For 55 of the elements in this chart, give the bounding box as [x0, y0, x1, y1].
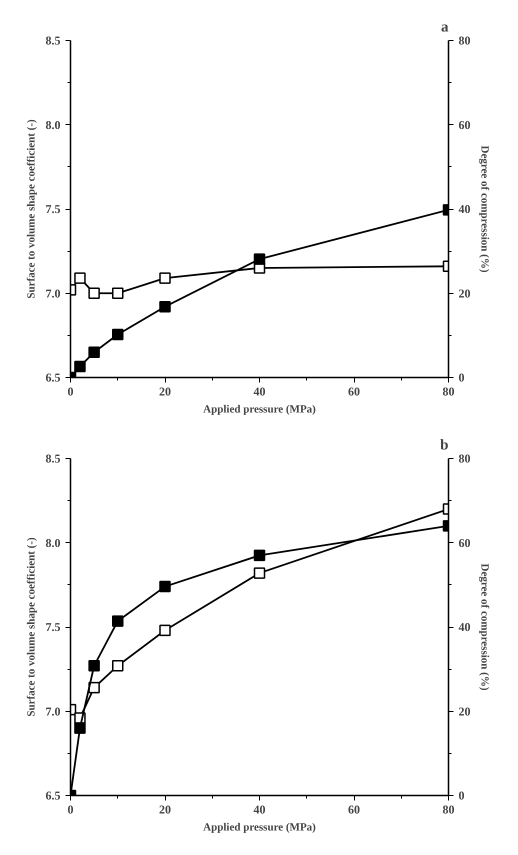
y-tick-label: 8.5	[46, 34, 60, 48]
y-tick-label: 7.0	[46, 704, 60, 718]
point	[88, 288, 100, 299]
y-tick-label: 8.0	[46, 536, 60, 550]
point	[74, 722, 86, 734]
x-tick-label: 80	[442, 802, 454, 816]
point	[254, 550, 266, 562]
y2-tick-label: 40	[458, 202, 470, 216]
x-tick-label: 60	[348, 802, 360, 816]
y-tick-label: 7.0	[46, 286, 60, 300]
point	[112, 660, 124, 672]
x-tick-label: 20	[159, 802, 171, 816]
y-tick-label: 6.5	[46, 370, 60, 384]
point	[254, 567, 266, 579]
x-tick-label: 20	[159, 384, 171, 398]
point	[88, 346, 100, 358]
point	[159, 300, 171, 312]
x-tick-label: 80	[442, 384, 454, 398]
point	[159, 272, 171, 284]
x-tick-label: 0	[68, 802, 74, 816]
y-tick-label: 6.5	[46, 788, 60, 802]
point	[159, 624, 171, 636]
x-tick-label: 40	[254, 802, 266, 816]
text: a	[441, 20, 449, 36]
x-tick-label: 40	[254, 384, 266, 398]
point	[254, 253, 266, 265]
y-axis-title: Surface to volume shape coefficient (-)	[26, 537, 38, 717]
y2-tick-label: 60	[458, 118, 470, 132]
point	[88, 660, 100, 672]
point	[159, 580, 171, 592]
y2-tick-label: 80	[458, 34, 470, 48]
x-tick-label: 60	[348, 384, 360, 398]
text: b	[440, 438, 448, 454]
x-axis-title: Applied pressure (MPa)	[203, 404, 316, 416]
point	[112, 288, 124, 299]
y2-tick-label: 20	[458, 286, 470, 300]
x-axis-title: Applied pressure (MPa)	[203, 822, 316, 834]
y-tick-label: 8.5	[46, 452, 60, 466]
y2-tick-label: 0	[458, 788, 464, 802]
y2-axis-title: Degree of compression (%)	[478, 564, 490, 691]
y2-axis-title: Degree of compression (%)	[478, 146, 490, 273]
y2-tick-label: 40	[458, 620, 470, 634]
y2-tick-label: 0	[458, 370, 464, 384]
point	[112, 615, 124, 627]
x-tick-label: 0	[68, 384, 74, 398]
point	[112, 328, 124, 340]
point	[74, 360, 86, 372]
y-tick-label: 8.0	[46, 118, 60, 132]
y-tick-label: 7.5	[46, 202, 60, 216]
y2-tick-label: 20	[458, 704, 470, 718]
y2-tick-label: 60	[458, 536, 470, 550]
y-tick-label: 7.5	[46, 620, 60, 634]
y-axis-title: Surface to volume shape coefficient (-)	[26, 119, 38, 299]
y2-tick-label: 80	[458, 452, 470, 466]
point	[74, 272, 86, 284]
